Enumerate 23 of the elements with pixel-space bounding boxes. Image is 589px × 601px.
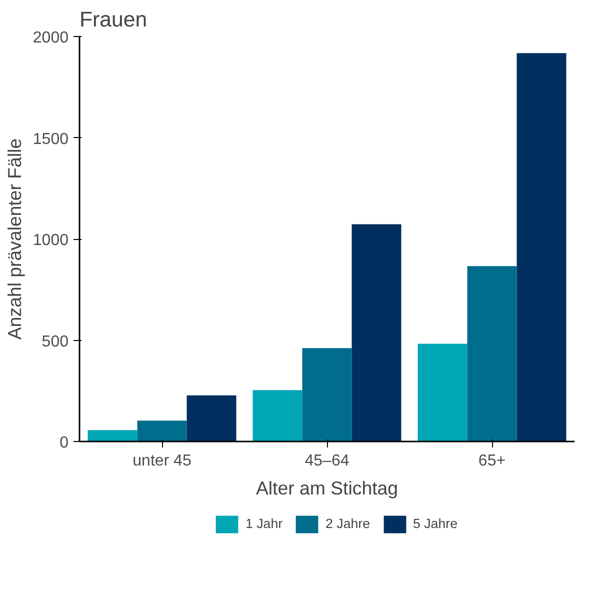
bar bbox=[352, 224, 402, 442]
bar bbox=[88, 430, 138, 442]
y-tick-label: 1500 bbox=[32, 130, 69, 148]
bar bbox=[302, 348, 352, 442]
y-tick-label: 1000 bbox=[32, 232, 69, 249]
bar bbox=[186, 395, 236, 442]
legend-label: 2 Jahre bbox=[326, 516, 370, 531]
bar bbox=[516, 53, 566, 442]
legend-label: 1 Jahr bbox=[246, 516, 283, 531]
y-tick-label: 0 bbox=[60, 434, 69, 452]
y-tick-label: 2000 bbox=[32, 30, 69, 46]
y-axis-title: Anzahl prävalenter Fälle bbox=[4, 138, 25, 340]
bar bbox=[418, 344, 468, 442]
bar bbox=[252, 390, 302, 442]
chart-title: Frauen bbox=[80, 8, 148, 32]
bar bbox=[467, 266, 517, 442]
x-axis-title: Alter am Stichtag bbox=[256, 478, 398, 498]
legend-label: 5 Jahre bbox=[413, 516, 458, 531]
x-tick-label: unter 45 bbox=[132, 452, 192, 470]
x-tick-label: 45–64 bbox=[304, 452, 350, 470]
bar bbox=[137, 420, 187, 442]
x-tick-label: 65+ bbox=[478, 452, 506, 470]
y-tick-label: 500 bbox=[42, 333, 69, 350]
